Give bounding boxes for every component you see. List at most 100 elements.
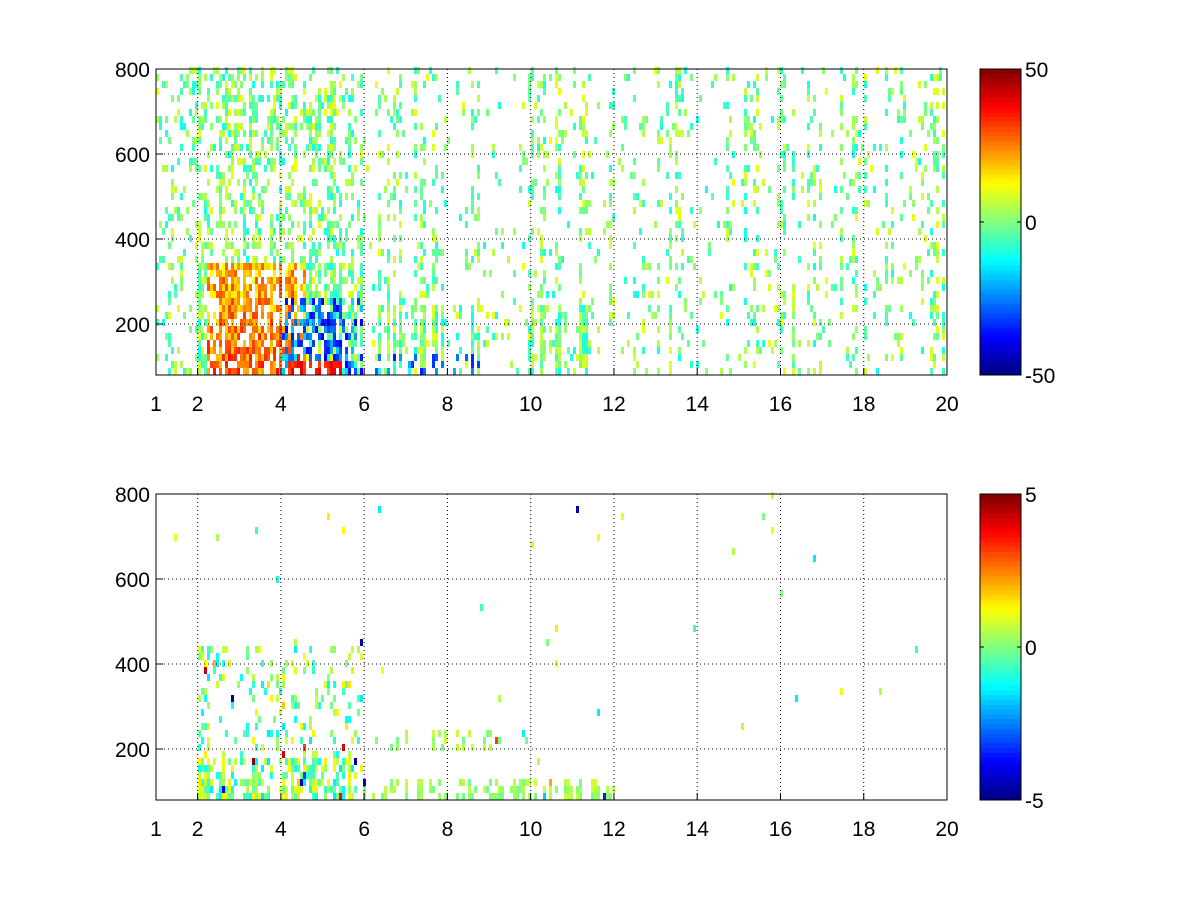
heatmap-cell: [282, 130, 285, 137]
heatmap-cell: [228, 151, 231, 158]
heatmap-cell: [177, 256, 180, 263]
heatmap-cell: [783, 158, 786, 165]
heatmap-cell: [324, 298, 327, 305]
heatmap-cell: [420, 361, 423, 368]
heatmap-cell: [315, 786, 318, 793]
heatmap-cell: [780, 116, 783, 123]
heatmap-cell: [201, 333, 204, 340]
heatmap-cell: [435, 249, 438, 256]
heatmap-cell: [807, 123, 810, 130]
heatmap-cell: [246, 354, 249, 361]
heatmap-cell: [864, 172, 867, 179]
heatmap-cell: [891, 207, 894, 214]
heatmap-cell: [261, 81, 264, 88]
heatmap-cell: [315, 179, 318, 186]
heatmap-cell: [855, 305, 858, 312]
heatmap-cell: [579, 312, 582, 319]
heatmap-cell: [309, 116, 312, 123]
heatmap-cell: [282, 772, 285, 779]
heatmap-cell: [558, 109, 561, 116]
heatmap-cell: [306, 123, 309, 130]
heatmap-cell: [324, 158, 327, 165]
heatmap-cell: [201, 765, 204, 772]
heatmap-cell: [540, 81, 543, 88]
heatmap-cell: [378, 312, 381, 319]
heatmap-cell: [936, 333, 939, 340]
heatmap-cell: [180, 270, 183, 277]
heatmap-cell: [252, 779, 255, 786]
heatmap-cell: [204, 765, 207, 772]
heatmap-cell: [270, 228, 273, 235]
heatmap-cell: [201, 779, 204, 786]
heatmap-cell: [744, 228, 747, 235]
heatmap-cell: [426, 74, 429, 81]
heatmap-cell: [726, 228, 729, 235]
heatmap-cell: [342, 298, 345, 305]
heatmap-cell: [393, 193, 396, 200]
heatmap-cell: [912, 151, 915, 158]
heatmap-cell: [204, 779, 207, 786]
heatmap-cell: [270, 144, 273, 151]
heatmap-cell: [270, 347, 273, 354]
heatmap-cell: [537, 116, 540, 123]
heatmap-cell: [255, 709, 258, 716]
heatmap-cell: [192, 81, 195, 88]
heatmap-cell: [222, 74, 225, 81]
heatmap-cell: [219, 81, 222, 88]
y-tick-label: 600: [115, 569, 150, 592]
heatmap-cell: [225, 646, 228, 653]
heatmap-cell: [225, 193, 228, 200]
heatmap-cell: [396, 737, 399, 744]
heatmap-cell: [531, 67, 534, 74]
heatmap-cell: [750, 123, 753, 130]
heatmap-cell: [702, 291, 705, 298]
heatmap-cell: [405, 186, 408, 193]
heatmap-cell: [891, 270, 894, 277]
heatmap-cell: [309, 723, 312, 730]
heatmap-cell: [780, 207, 783, 214]
heatmap-cell: [315, 312, 318, 319]
heatmap-cell: [180, 214, 183, 221]
heatmap-cell: [432, 179, 435, 186]
heatmap-cell: [360, 242, 363, 249]
heatmap-cell: [588, 347, 591, 354]
heatmap-cell: [231, 158, 234, 165]
heatmap-cell: [246, 165, 249, 172]
heatmap-cell: [309, 277, 312, 284]
heatmap-cell: [561, 312, 564, 319]
heatmap-cell: [396, 779, 399, 786]
heatmap-cell: [285, 772, 288, 779]
heatmap-cell: [936, 291, 939, 298]
heatmap-cell: [276, 681, 279, 688]
heatmap-cell: [465, 263, 468, 270]
heatmap-cell: [273, 361, 276, 368]
heatmap-cell: [279, 228, 282, 235]
heatmap-cell: [207, 326, 210, 333]
heatmap-cell: [210, 786, 213, 793]
heatmap-cell: [219, 772, 222, 779]
heatmap-cell: [657, 326, 660, 333]
heatmap-cell: [678, 221, 681, 228]
heatmap-cell: [210, 165, 213, 172]
heatmap-cell: [744, 298, 747, 305]
heatmap-cell: [675, 102, 678, 109]
heatmap-cell: [252, 319, 255, 326]
heatmap-cell: [303, 263, 306, 270]
heatmap-cell: [333, 95, 336, 102]
heatmap-cell: [258, 716, 261, 723]
heatmap-cell: [942, 354, 945, 361]
heatmap-cell: [225, 137, 228, 144]
heatmap-cell: [669, 347, 672, 354]
heatmap-cell: [198, 263, 201, 270]
heatmap-cell: [267, 681, 270, 688]
heatmap-cell: [531, 228, 534, 235]
heatmap-cell: [309, 102, 312, 109]
heatmap-cell: [165, 312, 168, 319]
heatmap-cell: [270, 312, 273, 319]
heatmap-cell: [873, 186, 876, 193]
heatmap-cell: [378, 193, 381, 200]
heatmap-cell: [669, 235, 672, 242]
heatmap-cell: [885, 312, 888, 319]
heatmap-cell: [360, 284, 363, 291]
heatmap-cell: [618, 158, 621, 165]
